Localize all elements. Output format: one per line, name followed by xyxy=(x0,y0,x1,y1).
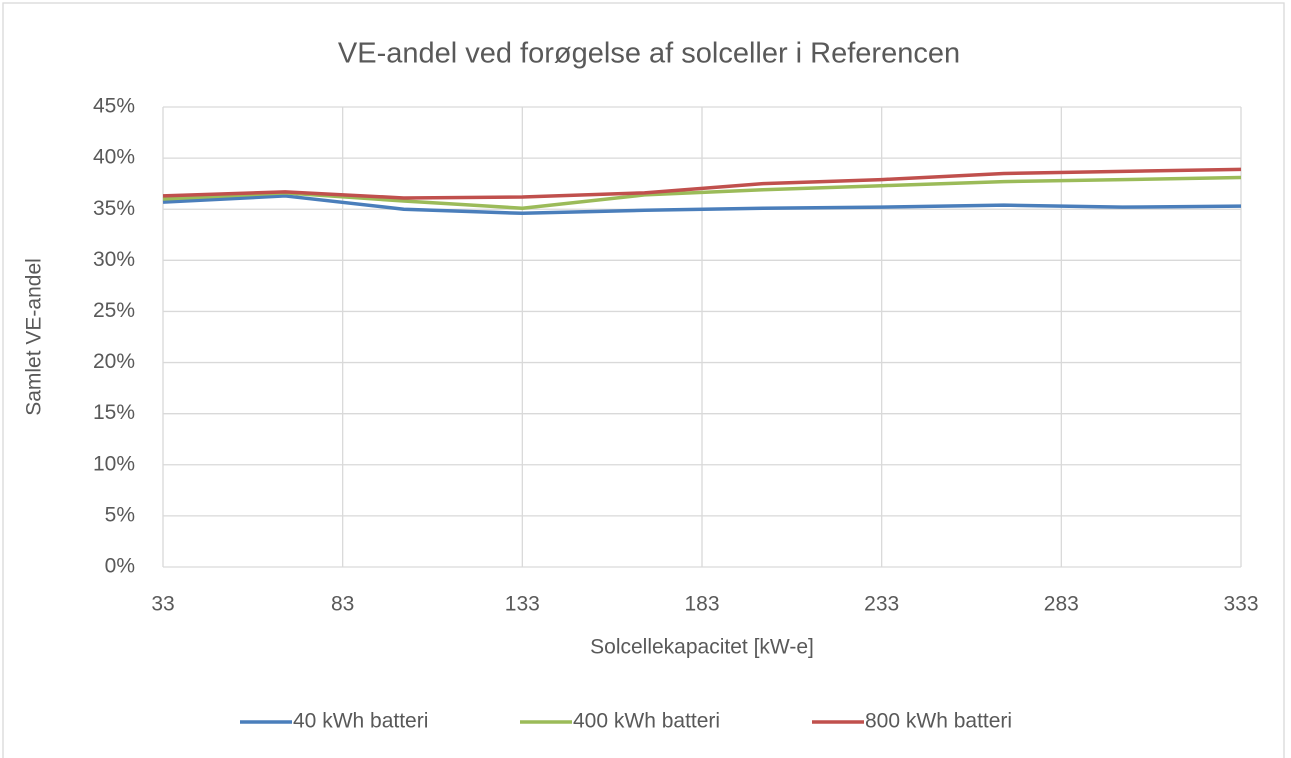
x-tick-label: 283 xyxy=(1044,593,1079,616)
x-tick-label: 183 xyxy=(684,593,719,616)
y-tick-label: 35% xyxy=(93,197,135,220)
y-tick-label: 5% xyxy=(105,503,135,526)
legend-label: 40 kWh batteri xyxy=(293,710,428,733)
series-line xyxy=(162,194,1242,216)
y-tick-label: 0% xyxy=(105,555,135,578)
y-tick-label: 15% xyxy=(93,401,135,424)
y-tick-label: 45% xyxy=(93,95,135,118)
series-line xyxy=(162,167,1242,200)
series-line xyxy=(162,175,1242,210)
y-tick-label: 40% xyxy=(93,146,135,169)
y-tick-label: 30% xyxy=(93,248,135,271)
legend-label: 400 kWh batteri xyxy=(573,710,720,733)
y-tick-label: 20% xyxy=(93,350,135,373)
chart-title: VE-andel ved forøgelse af solceller i Re… xyxy=(338,38,960,70)
legend-label: 800 kWh batteri xyxy=(865,710,1012,733)
y-tick-label: 10% xyxy=(93,452,135,475)
x-axis-label: Solcellekapacitet [kW-e] xyxy=(590,636,814,659)
x-tick-label: 333 xyxy=(1223,593,1258,616)
x-tick-label: 33 xyxy=(151,593,174,616)
x-tick-label: 83 xyxy=(331,593,354,616)
x-tick-label: 233 xyxy=(864,593,899,616)
x-tick-label: 133 xyxy=(505,593,540,616)
y-axis-label: Samlet VE-andel xyxy=(23,258,46,416)
y-tick-label: 25% xyxy=(93,299,135,322)
